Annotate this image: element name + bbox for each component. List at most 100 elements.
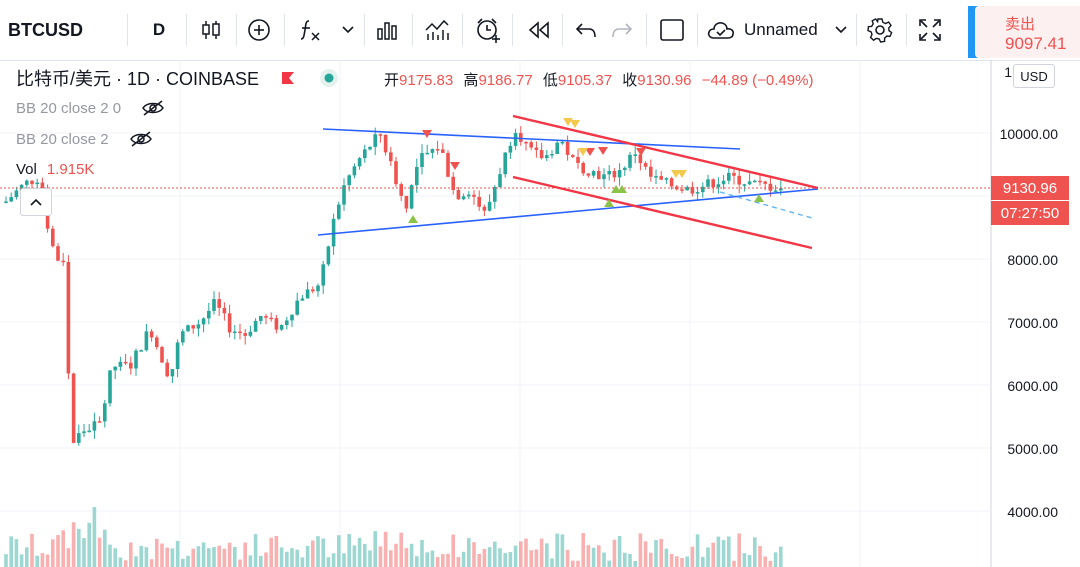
sell-button[interactable]: 卖出 9097.41 <box>975 6 1080 58</box>
candle-body <box>643 163 648 167</box>
low-value: 9105.37 <box>557 72 613 89</box>
cloud-icon <box>707 22 734 39</box>
volume-bar <box>654 540 658 567</box>
candle-body <box>196 324 201 329</box>
alert-marker <box>677 170 687 178</box>
candle-body <box>477 196 481 207</box>
candle-body <box>659 176 663 180</box>
volume-bar <box>175 540 180 567</box>
candle-body <box>467 194 471 197</box>
volume-bar <box>269 537 273 567</box>
volume-bar <box>342 553 346 567</box>
volume-bar <box>560 534 565 567</box>
volume-bar <box>773 552 778 567</box>
chevron-down-icon[interactable] <box>336 12 360 48</box>
candle-body <box>461 196 466 200</box>
bar-chart-templates-icon[interactable] <box>372 12 402 48</box>
eye-hidden-icon[interactable] <box>129 130 153 148</box>
layout-chevron-down-icon[interactable] <box>830 12 852 48</box>
financials-icon[interactable] <box>422 12 452 48</box>
volume-bar <box>477 553 481 567</box>
candles-icon[interactable] <box>196 12 226 48</box>
volume-bar <box>201 542 206 567</box>
candle-body <box>149 331 154 338</box>
volume-bar <box>103 529 107 567</box>
indicator-legend-2[interactable]: BB 20 close 2 <box>16 130 153 148</box>
volume-bar <box>45 554 50 567</box>
volume-bar <box>337 535 341 567</box>
symbol-legend[interactable]: 比特币/美元 · 1D · COINBASE <box>16 65 339 91</box>
settings-gear-icon[interactable] <box>864 12 896 48</box>
close-label: 收 <box>622 72 638 89</box>
symbol-search-button[interactable]: BTCUSD <box>8 12 120 48</box>
indicator-legend-1[interactable]: BB 20 close 2 0 <box>16 99 165 117</box>
candle-body <box>144 331 149 351</box>
candle-body <box>498 174 502 188</box>
toolbar-divider <box>364 14 365 46</box>
volume-bar <box>66 548 71 567</box>
volume-bar <box>368 550 372 567</box>
candle-body <box>612 170 617 178</box>
volume-legend[interactable]: Vol 1.915K <box>16 161 94 178</box>
ohlc-values: 开9175.83 高9186.77 低9105.37 收9130.96 −44.… <box>384 69 819 90</box>
volume-bar <box>701 556 705 567</box>
volume-bar <box>259 555 263 567</box>
price-chart-canvas[interactable] <box>0 60 1080 567</box>
candle-body <box>690 186 695 194</box>
volume-bar <box>61 530 65 567</box>
volume-bar <box>108 544 112 567</box>
layout-name-button[interactable]: Unnamed <box>706 12 856 48</box>
candle-body <box>487 201 492 211</box>
candle-body <box>534 147 539 150</box>
volume-bar <box>243 542 247 567</box>
candle-body <box>649 166 653 177</box>
volume-bar <box>352 545 357 567</box>
fullscreen-square-icon[interactable] <box>656 12 688 48</box>
volume-bar <box>550 558 554 567</box>
indicators-icon[interactable] <box>296 12 326 48</box>
volume-bar <box>524 538 528 567</box>
interval-button[interactable]: D <box>144 12 174 48</box>
volume-bar <box>25 547 29 567</box>
volume-bar <box>680 558 684 567</box>
alert-clock-icon[interactable] <box>472 12 504 48</box>
candle-body <box>40 182 45 194</box>
candle-body <box>363 149 367 159</box>
add-compare-icon[interactable] <box>244 12 274 48</box>
toolbar-divider <box>562 14 563 46</box>
currency-button[interactable]: USD <box>1013 64 1055 88</box>
volume-bar <box>326 557 331 567</box>
candle-body <box>170 369 175 377</box>
redo-icon[interactable] <box>608 12 636 48</box>
replay-icon[interactable] <box>524 12 554 48</box>
volume-bar <box>493 541 497 567</box>
candle-body <box>773 190 778 192</box>
volume-bar <box>742 553 747 567</box>
toolbar-divider <box>856 14 857 46</box>
open-value: 9175.83 <box>399 72 454 89</box>
eye-hidden-icon[interactable] <box>141 99 165 117</box>
buy-button-edge[interactable] <box>968 6 978 58</box>
candle-body <box>279 325 284 330</box>
candle-body <box>175 342 180 370</box>
candle-body <box>51 228 55 247</box>
undo-icon[interactable] <box>572 12 600 48</box>
volume-bar <box>51 539 55 567</box>
candle-body <box>654 176 658 178</box>
candle-body <box>415 167 419 186</box>
flag-icon[interactable] <box>281 71 295 85</box>
candle-body <box>586 173 591 176</box>
collapse-legend-button[interactable] <box>20 188 52 216</box>
expand-icon[interactable] <box>914 12 946 48</box>
candle-body <box>493 187 497 202</box>
volume-bar <box>316 536 320 567</box>
candle-body <box>435 149 440 151</box>
candle-body <box>352 166 357 176</box>
candle-body <box>269 317 273 320</box>
price-axis-label: 4000.00 <box>1007 504 1058 520</box>
volume-bar <box>503 553 507 567</box>
volume-bar <box>9 536 13 567</box>
candle-body <box>597 171 601 180</box>
candle-body <box>389 152 393 162</box>
volume-bar <box>373 531 377 567</box>
